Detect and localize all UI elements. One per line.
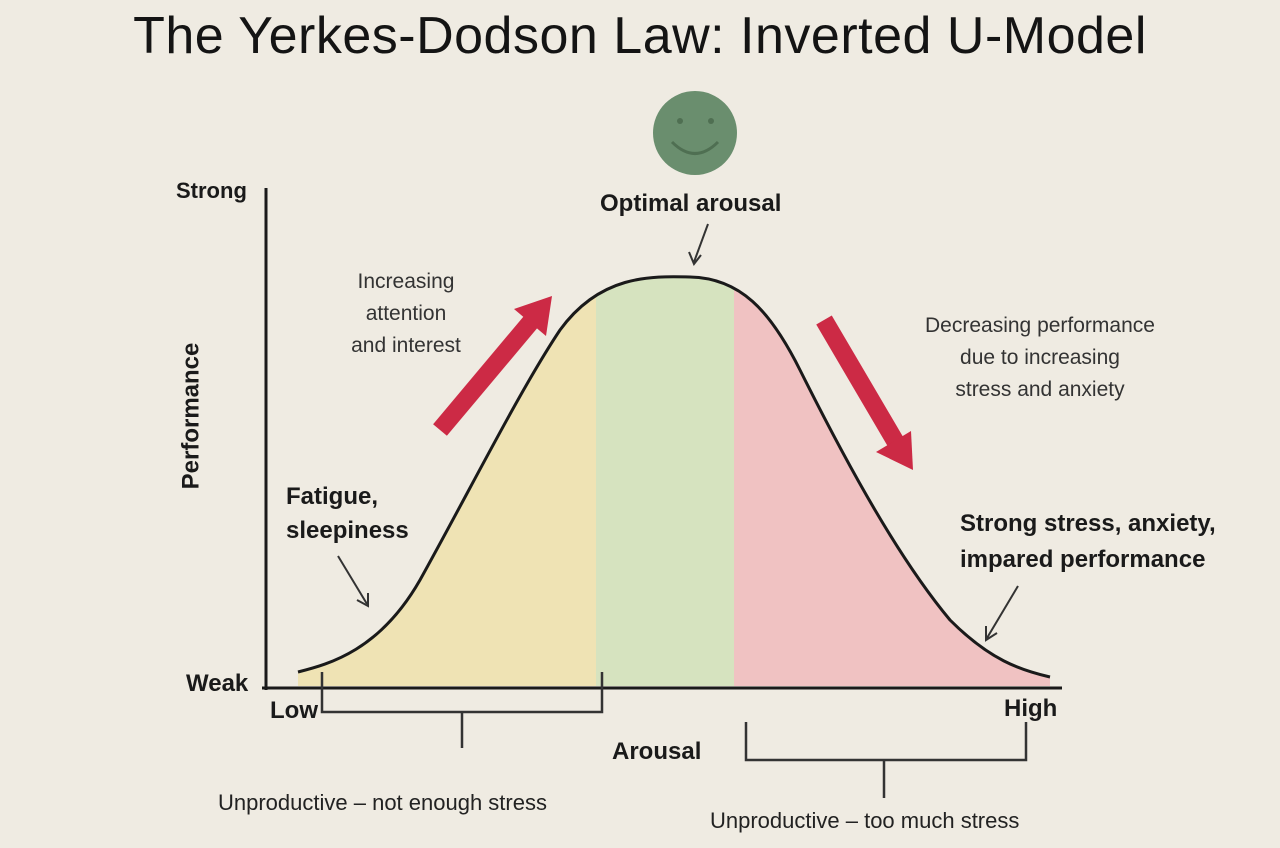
x-axis-left-label: Low [270, 697, 318, 724]
optimal-pointer [693, 223, 709, 263]
smiley-face-icon [653, 91, 737, 175]
zone-optimal [596, 276, 734, 686]
y-axis-top-label: Strong [176, 178, 247, 203]
increasing-note: Increasing attention and interest [351, 270, 461, 357]
pointer-arrows [337, 223, 1019, 642]
page-title: The Yerkes-Dodson Law: Inverted U-Model [133, 7, 1147, 65]
brace-high [744, 722, 1028, 798]
x-axis-right-label: High [1004, 695, 1058, 722]
increasing-arrow [433, 296, 552, 436]
fatigue-pointer [337, 555, 368, 605]
optimal-arousal-label: Optimal arousal [600, 190, 782, 217]
strong-stress-label: Strong stress, anxiety, impared performa… [960, 510, 1216, 573]
y-axis-label: Performance [177, 342, 205, 490]
y-axis-bottom-label: Weak [186, 670, 249, 697]
unproductive-low-label: Unproductive – not enough stress [218, 790, 547, 815]
unproductive-high-label: Unproductive – too much stress [710, 808, 1020, 833]
brace-low [320, 672, 604, 748]
decreasing-arrow [816, 315, 913, 470]
x-axis-label: Arousal [612, 738, 702, 765]
decreasing-note: Decreasing performance due to increasing… [925, 314, 1155, 401]
inverted-u-curve [297, 275, 1051, 679]
fatigue-label: Fatigue, sleepiness [286, 483, 409, 544]
stress-pointer [986, 585, 1019, 639]
